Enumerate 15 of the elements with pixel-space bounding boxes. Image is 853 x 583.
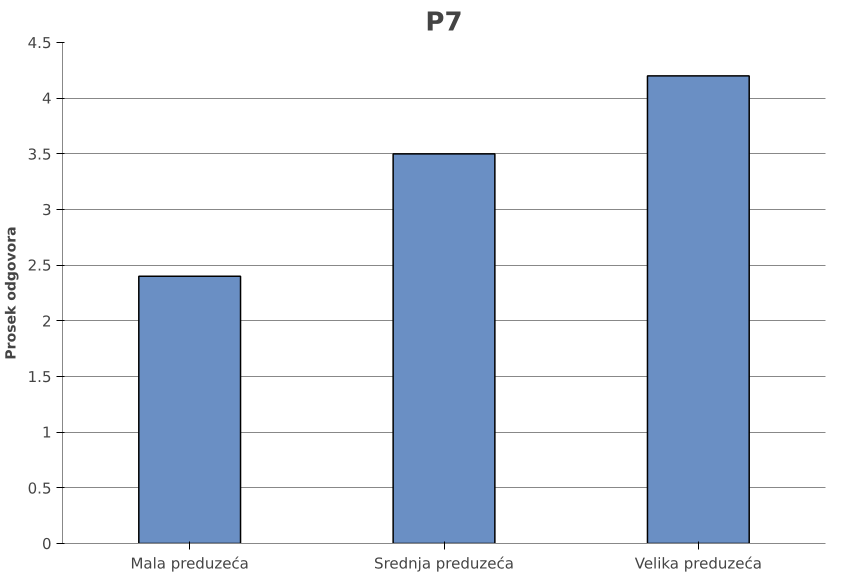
y-tick-label: 3.5 <box>28 145 52 164</box>
y-tick-label: 4.5 <box>28 34 52 52</box>
y-tick-label: 0.5 <box>28 479 52 498</box>
y-tick-label: 3 <box>42 201 52 219</box>
y-tick-label: 2.5 <box>28 256 52 275</box>
x-tick-label: Velika preduzeća <box>634 554 762 572</box>
y-tick-label: 0 <box>42 535 52 553</box>
x-tick-label: Mala preduzeća <box>130 554 249 572</box>
chart-title: P7 <box>425 8 463 38</box>
y-tick-label: 1 <box>42 424 52 442</box>
y-tick-label: 2 <box>42 312 52 330</box>
x-tick-label: Srednja preduzeća <box>374 554 514 572</box>
y-tick-label: 4 <box>42 90 52 108</box>
y-tick-label: 1.5 <box>28 368 52 386</box>
y-axis-title: Prosek odgovora <box>4 226 20 360</box>
